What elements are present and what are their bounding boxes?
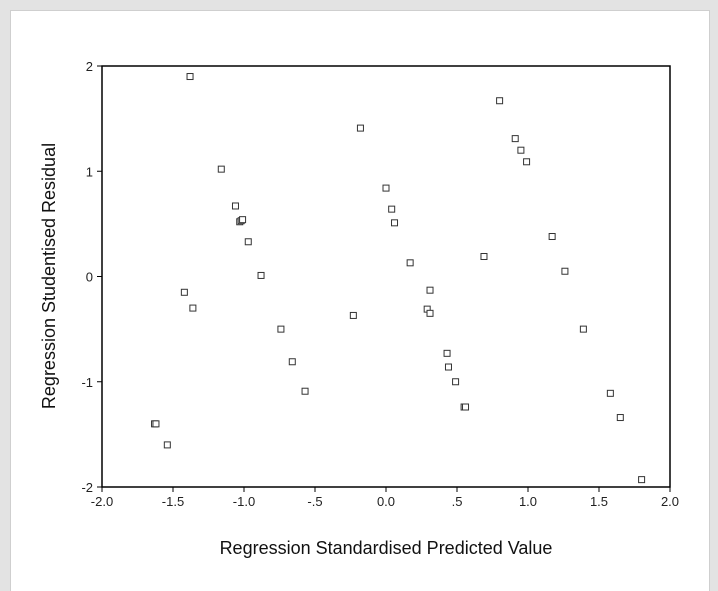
y-tick-label: -1 <box>81 375 93 390</box>
scatter-point <box>391 219 399 227</box>
scatter-point <box>231 202 239 210</box>
data-points <box>151 73 646 484</box>
scatter-point <box>163 441 171 449</box>
y-tick-label: 2 <box>86 59 93 74</box>
frame-inner-edge-top <box>10 10 709 11</box>
scatter-point <box>496 97 504 105</box>
scatter-point <box>277 325 285 333</box>
frame-inner-edge-right <box>709 10 710 591</box>
x-tick-label: 1.0 <box>519 494 537 509</box>
frame-border-left <box>0 0 10 591</box>
scatter-point <box>606 389 614 397</box>
scatter-point <box>444 363 452 371</box>
scatter-point <box>349 311 357 319</box>
y-tick-label: 0 <box>86 270 93 285</box>
scatter-point <box>180 288 188 296</box>
scatter-point <box>244 238 252 246</box>
scatter-point <box>239 216 247 224</box>
scatter-point <box>523 158 531 166</box>
frame-border-top <box>0 0 718 10</box>
scatter-point <box>561 267 569 275</box>
scatter-point <box>616 414 624 422</box>
scatter-point <box>638 476 646 484</box>
x-tick-label: 2.0 <box>661 494 679 509</box>
x-tick-label: -2.0 <box>91 494 113 509</box>
scatter-point <box>186 73 194 81</box>
scatter-point <box>152 420 160 428</box>
y-axis-title: Regression Studentised Residual <box>39 143 59 409</box>
scatter-point <box>406 259 414 267</box>
frame-inner-edge-left <box>10 10 11 591</box>
scatter-point <box>301 387 309 395</box>
x-tick-label: -.5 <box>307 494 322 509</box>
scatter-point <box>382 184 390 192</box>
scatter-point <box>356 124 364 132</box>
scatter-point <box>426 286 434 294</box>
frame-border-right <box>710 0 718 591</box>
x-tick-label: 1.5 <box>590 494 608 509</box>
scatter-point <box>480 253 488 261</box>
scatter-point <box>288 358 296 366</box>
scatter-point <box>462 403 470 411</box>
scatter-point <box>517 146 525 154</box>
scatter-point <box>452 378 460 386</box>
x-axis-ticks: -2.0 -1.5 -1.0 -.5 0.0 .5 1.0 1.5 2.0 <box>91 487 679 509</box>
x-tick-label: -1.5 <box>162 494 184 509</box>
plot-area <box>101 65 671 488</box>
x-tick-label: .5 <box>452 494 463 509</box>
y-tick-label: -2 <box>81 480 93 495</box>
y-tick-label: 1 <box>86 164 93 179</box>
x-tick-label: -1.0 <box>233 494 255 509</box>
scatter-point <box>511 135 519 143</box>
x-tick-label: 0.0 <box>377 494 395 509</box>
y-axis-ticks: 2 1 0 -1 -2 <box>81 59 102 495</box>
x-axis-title: Regression Standardised Predicted Value <box>220 538 553 558</box>
scatter-point <box>579 325 587 333</box>
scatter-point <box>217 165 225 173</box>
scatter-point <box>388 205 396 213</box>
scatter-point <box>443 349 451 357</box>
scatter-point <box>548 233 556 241</box>
scatter-point <box>426 309 434 317</box>
scatter-point <box>257 271 265 279</box>
scatter-point <box>189 304 197 312</box>
